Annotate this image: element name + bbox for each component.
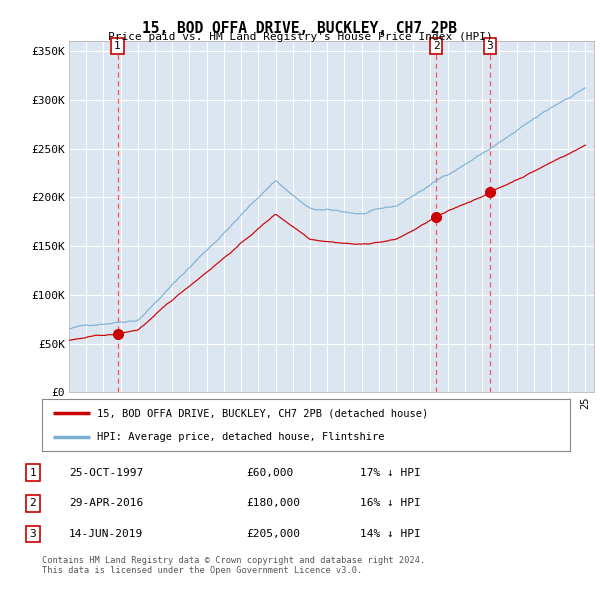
- Text: 14-JUN-2019: 14-JUN-2019: [69, 529, 143, 539]
- Text: Contains HM Land Registry data © Crown copyright and database right 2024.
This d: Contains HM Land Registry data © Crown c…: [42, 556, 425, 575]
- Text: Price paid vs. HM Land Registry's House Price Index (HPI): Price paid vs. HM Land Registry's House …: [107, 32, 493, 42]
- Text: 25-OCT-1997: 25-OCT-1997: [69, 468, 143, 477]
- Text: 1: 1: [114, 41, 121, 51]
- Text: 3: 3: [29, 529, 37, 539]
- Text: 17% ↓ HPI: 17% ↓ HPI: [360, 468, 421, 477]
- Text: 29-APR-2016: 29-APR-2016: [69, 499, 143, 508]
- Text: £205,000: £205,000: [246, 529, 300, 539]
- Text: 2: 2: [433, 41, 440, 51]
- Text: £60,000: £60,000: [246, 468, 293, 477]
- Text: 15, BOD OFFA DRIVE, BUCKLEY, CH7 2PB (detached house): 15, BOD OFFA DRIVE, BUCKLEY, CH7 2PB (de…: [97, 408, 428, 418]
- Text: £180,000: £180,000: [246, 499, 300, 508]
- Text: 14% ↓ HPI: 14% ↓ HPI: [360, 529, 421, 539]
- Text: 16% ↓ HPI: 16% ↓ HPI: [360, 499, 421, 508]
- Text: 15, BOD OFFA DRIVE, BUCKLEY, CH7 2PB: 15, BOD OFFA DRIVE, BUCKLEY, CH7 2PB: [143, 21, 458, 35]
- Text: 2: 2: [29, 499, 37, 508]
- Text: HPI: Average price, detached house, Flintshire: HPI: Average price, detached house, Flin…: [97, 432, 385, 442]
- Text: 3: 3: [487, 41, 493, 51]
- Text: 1: 1: [29, 468, 37, 477]
